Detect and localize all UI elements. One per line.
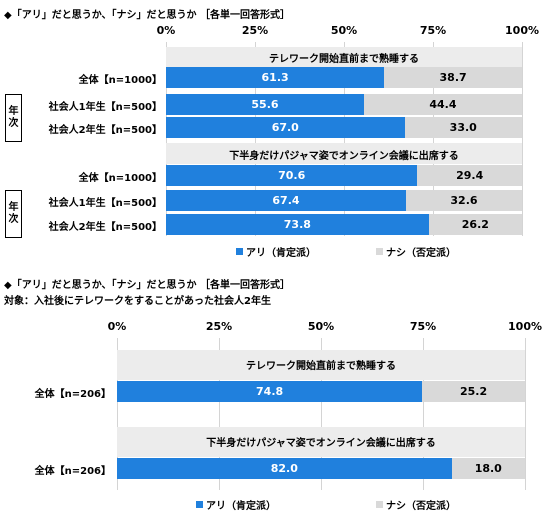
bar-segment-no: 26.2 xyxy=(428,214,522,235)
x-tick-label: 100% xyxy=(505,24,539,37)
bar-segment-no: 38.7 xyxy=(384,67,522,88)
gridline xyxy=(344,42,345,236)
gridline xyxy=(321,338,322,490)
row-label: 社会人1年生【n=500】 xyxy=(48,198,162,209)
gridline xyxy=(525,338,526,490)
group-caption: 下半身だけパジャマ姿でオンライン会議に出席する xyxy=(206,438,436,449)
legend-label-yes: アリ（肯定派） xyxy=(206,501,276,512)
year-group-label: 年次 xyxy=(5,94,22,142)
bar-segment-yes: 55.6 xyxy=(166,94,364,115)
stacked-bar: 74.8 25.2 xyxy=(117,381,525,402)
stacked-bar: 67.4 32.6 xyxy=(166,190,522,211)
bar-segment-no: 44.4 xyxy=(363,94,522,115)
year-group-label: 年次 xyxy=(5,190,22,238)
row-label: 全体【n=1000】 xyxy=(78,173,162,184)
legend-swatch-no xyxy=(376,248,383,255)
bar-segment-yes: 67.4 xyxy=(166,190,406,211)
stacked-bar: 82.0 18.0 xyxy=(117,458,525,479)
bar-segment-no: 32.6 xyxy=(405,190,522,211)
gridline xyxy=(522,42,523,236)
bar-segment-no: 18.0 xyxy=(451,458,525,479)
row-label: 全体【n=1000】 xyxy=(78,75,162,86)
legend-item-no: ナシ（否定派） xyxy=(376,244,456,259)
legend-label-yes: アリ（肯定派） xyxy=(246,248,316,259)
legend: アリ（肯定派） ナシ（否定派） xyxy=(196,497,456,512)
x-tick-label: 25% xyxy=(241,24,269,37)
bar-segment-yes: 82.0 xyxy=(117,458,452,479)
stacked-bar: 55.6 44.4 xyxy=(166,94,522,115)
bar-segment-yes: 70.6 xyxy=(166,165,418,186)
legend: アリ（肯定派） ナシ（否定派） xyxy=(236,244,456,259)
caption-band xyxy=(166,143,522,164)
legend-item-yes: アリ（肯定派） xyxy=(196,497,276,512)
year-group-text: 年次 xyxy=(8,105,19,130)
row-label: 全体【n=206】 xyxy=(34,389,111,400)
bar-segment-yes: 74.8 xyxy=(117,381,423,402)
caption-band xyxy=(166,47,522,67)
x-tick-label: 25% xyxy=(205,320,233,333)
bar-segment-yes: 61.3 xyxy=(166,67,385,88)
row-label: 社会人1年生【n=500】 xyxy=(48,102,162,113)
row-label: 社会人2年生【n=500】 xyxy=(48,222,162,233)
group-caption: テレワーク開始直前まで熟睡する xyxy=(246,361,396,372)
gridline xyxy=(219,338,220,490)
group-caption: テレワーク開始直前まで熟睡する xyxy=(269,54,419,65)
legend-item-yes: アリ（肯定派） xyxy=(236,244,316,259)
x-tick-label: 50% xyxy=(330,24,358,37)
gridline xyxy=(117,338,118,490)
bar-segment-no: 29.4 xyxy=(417,165,522,186)
chart-title: ◆「アリ」だと思うか、「ナシ」だと思うか ［各単一回答形式］ xyxy=(4,280,290,291)
x-tick-label: 50% xyxy=(307,320,335,333)
legend-swatch-no xyxy=(376,501,383,508)
x-tick-label: 75% xyxy=(419,24,447,37)
gridline xyxy=(255,42,256,236)
caption-band xyxy=(117,350,525,380)
stacked-bar: 70.6 29.4 xyxy=(166,165,522,186)
gridline xyxy=(166,42,167,236)
x-tick-label: 100% xyxy=(508,320,542,333)
legend-swatch-yes xyxy=(236,248,243,255)
stacked-bar: 61.3 38.7 xyxy=(166,67,522,88)
x-tick-label: 0% xyxy=(156,24,176,37)
x-tick-label: 0% xyxy=(107,320,127,333)
chart-title: ◆「アリ」だと思うか、「ナシ」だと思うか ［各単一回答形式］ xyxy=(4,10,290,21)
legend-swatch-yes xyxy=(196,501,203,508)
chart-subtitle: 対象：入社後にテレワークをすることがあった社会人2年生 xyxy=(4,296,271,307)
legend-item-no: ナシ（否定派） xyxy=(376,497,456,512)
row-label: 社会人2年生【n=500】 xyxy=(48,125,162,136)
row-label: 全体【n=206】 xyxy=(34,466,111,477)
bar-segment-yes: 73.8 xyxy=(166,214,429,235)
bar-segment-no: 25.2 xyxy=(422,381,525,402)
year-group-text: 年次 xyxy=(8,201,19,226)
legend-label-no: ナシ（否定派） xyxy=(386,501,456,512)
group-caption: 下半身だけパジャマ姿でオンライン会議に出席する xyxy=(229,151,459,162)
gridline xyxy=(433,42,434,236)
bar-segment-no: 33.0 xyxy=(404,117,522,138)
legend-label-no: ナシ（否定派） xyxy=(386,248,456,259)
caption-band xyxy=(117,427,525,457)
stacked-bar: 67.0 33.0 xyxy=(166,117,522,138)
x-tick-label: 75% xyxy=(409,320,437,333)
gridline xyxy=(423,338,424,490)
stacked-bar: 73.8 26.2 xyxy=(166,214,522,235)
bar-segment-yes: 67.0 xyxy=(166,117,405,138)
